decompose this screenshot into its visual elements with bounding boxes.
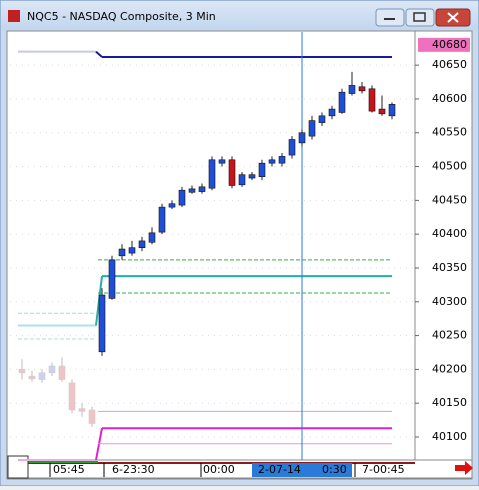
scroll-arrow[interactable] bbox=[455, 461, 473, 475]
y-tick-label: 40600 bbox=[432, 92, 467, 105]
candle-body bbox=[38, 372, 46, 380]
time-axis bbox=[6, 459, 473, 479]
candle-body bbox=[68, 382, 76, 411]
candle-body bbox=[58, 365, 66, 380]
candle-body bbox=[218, 159, 226, 164]
y-tick-label: 40500 bbox=[432, 160, 467, 173]
price-marker-label: 40680 bbox=[432, 38, 467, 51]
candle-body bbox=[388, 104, 396, 117]
candle-body bbox=[188, 188, 196, 193]
candle-body bbox=[228, 159, 236, 186]
window-title: NQC5 - NASDAQ Composite, 3 Min bbox=[27, 10, 216, 23]
x-tick-label: 7-00:45 bbox=[362, 463, 405, 476]
y-tick-label: 40200 bbox=[432, 362, 467, 375]
candle-body bbox=[238, 174, 246, 186]
minimize-button[interactable] bbox=[375, 8, 405, 27]
price-marker-box bbox=[418, 37, 470, 52]
candle-body bbox=[88, 409, 96, 424]
candle-body bbox=[298, 132, 306, 144]
y-tick-label: 40450 bbox=[432, 193, 467, 206]
app-icon bbox=[8, 10, 20, 22]
maximize-button[interactable] bbox=[405, 8, 435, 27]
x-tick-label: 6-23:30 bbox=[112, 463, 155, 476]
candle-body bbox=[268, 159, 276, 164]
x-tick-label: 00:00 bbox=[203, 463, 235, 476]
x-tick-label: 2-07-14 bbox=[258, 463, 301, 476]
candle-body bbox=[208, 159, 216, 189]
y-tick-label: 40350 bbox=[432, 261, 467, 274]
candle-body bbox=[158, 206, 166, 233]
candle-body bbox=[318, 115, 326, 123]
candle-body bbox=[378, 108, 386, 115]
candle-body bbox=[168, 203, 176, 208]
candle-body bbox=[308, 120, 316, 137]
candle-body bbox=[368, 88, 376, 112]
candle-body bbox=[28, 375, 36, 380]
y-tick-label: 40400 bbox=[432, 227, 467, 240]
time-axis-bar bbox=[10, 462, 415, 464]
x-tick-label: 0:30 bbox=[322, 463, 347, 476]
y-tick-label: 40250 bbox=[432, 329, 467, 342]
y-tick-label: 40300 bbox=[432, 295, 467, 308]
corner-box[interactable] bbox=[7, 455, 29, 479]
y-tick-label: 40650 bbox=[432, 58, 467, 71]
candle-body bbox=[198, 186, 206, 192]
candle-body bbox=[278, 156, 286, 164]
y-tick-label: 40100 bbox=[432, 430, 467, 443]
candle-body bbox=[258, 162, 266, 177]
prior-bottom-line bbox=[10, 461, 98, 463]
candle-body bbox=[338, 91, 346, 113]
candle-body bbox=[18, 369, 26, 374]
candle-body bbox=[288, 139, 296, 156]
candle-body bbox=[78, 408, 86, 412]
x-tick-label: 05:45 bbox=[53, 463, 85, 476]
maximize-icon bbox=[413, 12, 426, 22]
candle-body bbox=[358, 86, 366, 92]
level-connector bbox=[95, 50, 103, 58]
candle-body bbox=[118, 248, 126, 257]
candle-body bbox=[128, 247, 136, 254]
candle-body bbox=[148, 232, 156, 243]
candle-body bbox=[328, 108, 336, 117]
candle-body bbox=[248, 174, 256, 179]
candle-body bbox=[48, 365, 56, 374]
candle-body bbox=[108, 259, 116, 299]
candle-body bbox=[348, 85, 356, 94]
candle-body bbox=[178, 189, 186, 206]
close-icon bbox=[447, 12, 459, 23]
candle-body bbox=[98, 294, 106, 353]
crosshair-time-highlight bbox=[252, 463, 352, 477]
candle-body bbox=[138, 240, 146, 248]
minimize-icon bbox=[384, 18, 395, 20]
y-tick-label: 40150 bbox=[432, 396, 467, 409]
y-tick-label: 40550 bbox=[432, 126, 467, 139]
